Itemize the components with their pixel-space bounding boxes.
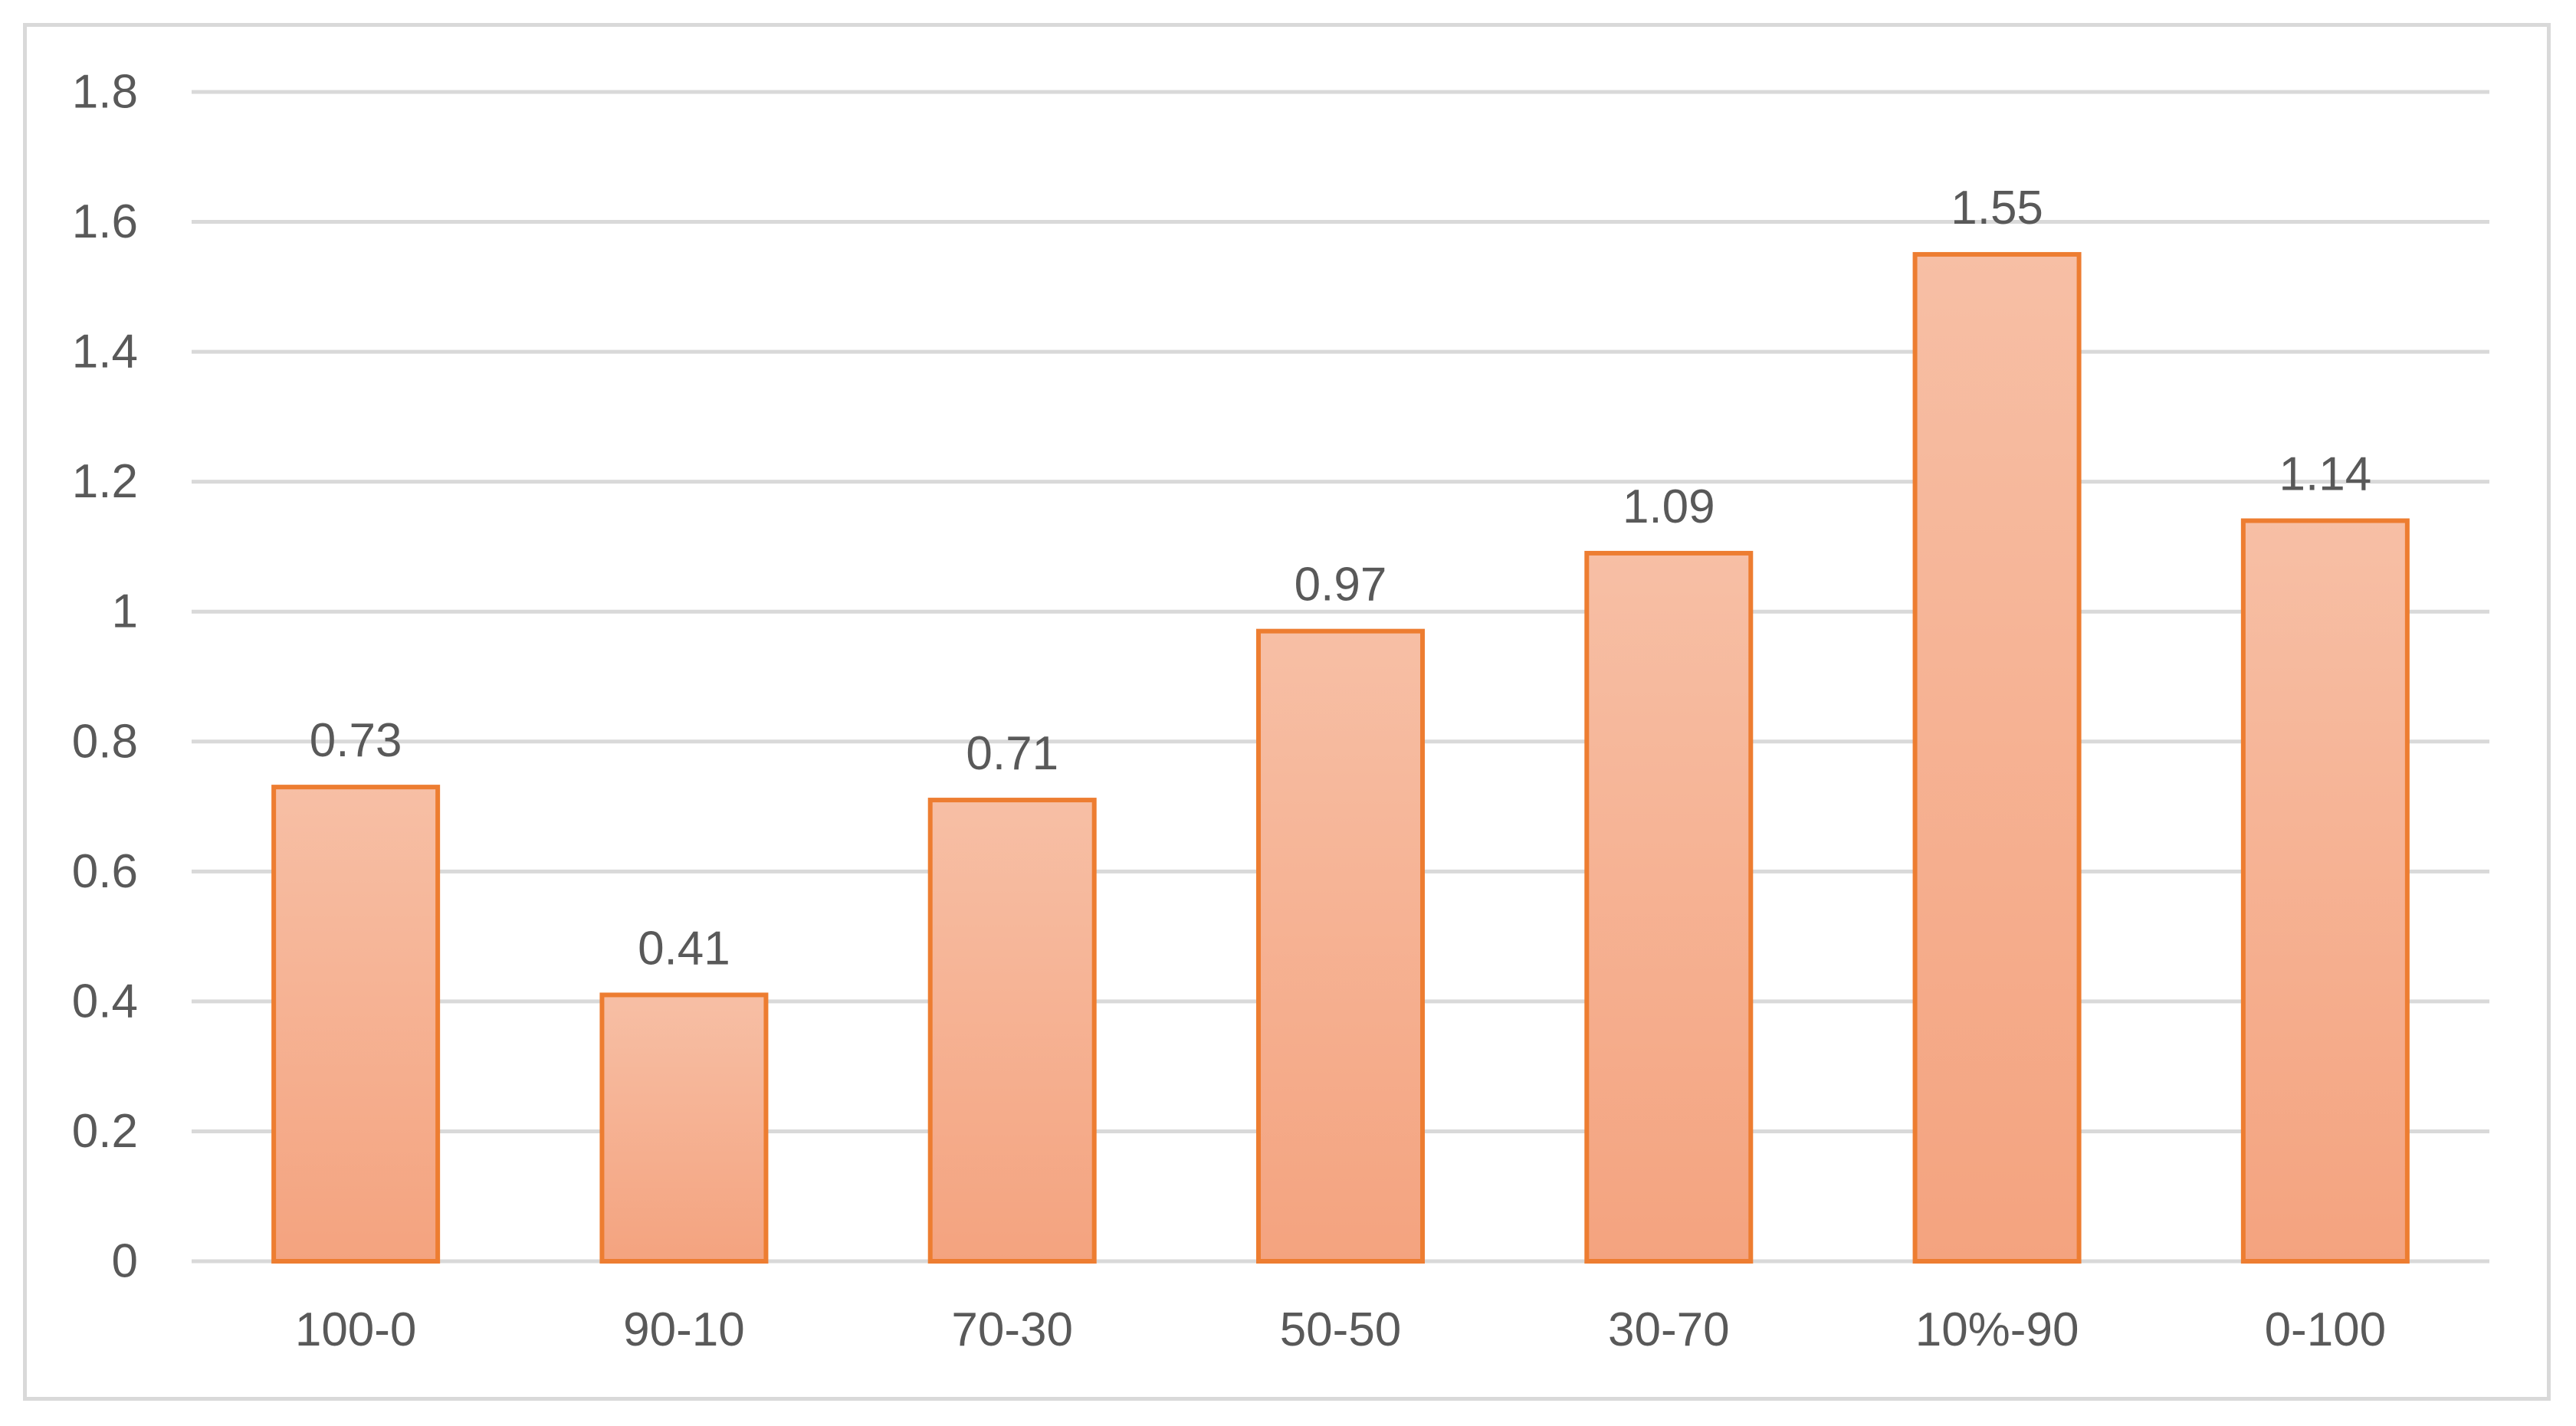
data-label: 0.73 bbox=[310, 714, 402, 767]
y-tick-label: 1 bbox=[112, 585, 138, 638]
x-tick-label: 50-50 bbox=[1280, 1303, 1402, 1356]
data-label: 0.41 bbox=[638, 922, 730, 975]
data-label: 1.09 bbox=[1623, 480, 1715, 533]
bar bbox=[1256, 628, 1425, 1264]
x-tick-label: 0-100 bbox=[2265, 1303, 2387, 1356]
data-label: 0.97 bbox=[1295, 559, 1387, 611]
gridlines bbox=[192, 90, 2489, 1264]
y-tick-label: 0.2 bbox=[72, 1105, 138, 1158]
bar bbox=[1912, 251, 2082, 1264]
bars bbox=[271, 251, 2410, 1264]
x-tick-label: 10%-90 bbox=[1915, 1303, 2079, 1356]
y-tick-label: 0.8 bbox=[72, 715, 138, 768]
y-tick-label: 0.6 bbox=[72, 845, 138, 898]
y-tick-label: 1.4 bbox=[72, 326, 138, 379]
x-tick-label: 70-30 bbox=[951, 1303, 1073, 1356]
x-tick-label: 30-70 bbox=[1608, 1303, 1730, 1356]
data-label: 1.55 bbox=[1951, 182, 2043, 234]
data-label: 0.71 bbox=[966, 727, 1058, 780]
data-labels: 0.73 0.41 0.71 0.97 1.09 1.55 1.14 bbox=[310, 182, 2371, 975]
bar bbox=[271, 785, 441, 1264]
x-axis-tick-labels: 100-0 90-10 70-30 50-50 30-70 10%-90 0-100 bbox=[295, 1303, 2386, 1356]
x-tick-label: 100-0 bbox=[295, 1303, 417, 1356]
bar bbox=[599, 992, 769, 1264]
y-tick-label: 1.8 bbox=[72, 66, 138, 119]
y-tick-label: 0 bbox=[112, 1235, 138, 1288]
y-tick-label: 0.4 bbox=[72, 975, 138, 1028]
x-tick-label: 90-10 bbox=[623, 1303, 745, 1356]
bar bbox=[2240, 518, 2410, 1264]
bar bbox=[927, 798, 1097, 1264]
data-label: 1.14 bbox=[2279, 448, 2372, 501]
y-tick-label: 1.2 bbox=[72, 455, 138, 508]
y-tick-label: 1.6 bbox=[72, 195, 138, 248]
y-axis-tick-labels: 0 0.2 0.4 0.6 0.8 1 1.2 1.4 1.6 1.8 bbox=[72, 66, 138, 1288]
bar bbox=[1584, 550, 1754, 1264]
